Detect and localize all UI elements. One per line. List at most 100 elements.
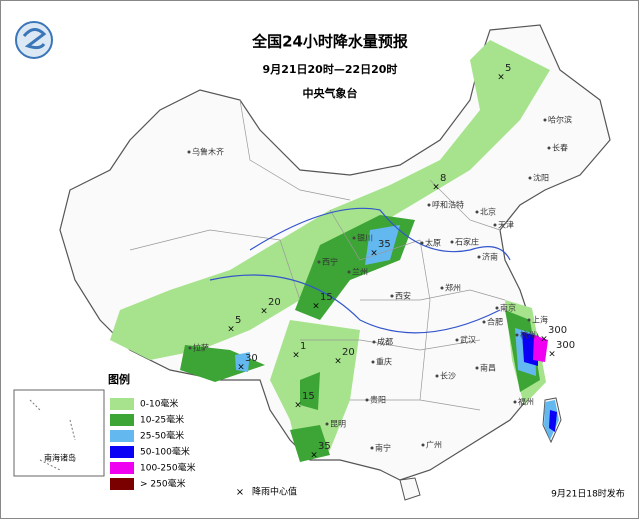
title: 全国24小时降水量预报: [251, 33, 408, 51]
center-value: 300: [548, 325, 567, 336]
border: [129, 99, 506, 411]
city-dot: [513, 400, 517, 404]
city-dot: [477, 255, 481, 259]
city-label: 拉萨: [193, 343, 209, 353]
center-value: 30: [245, 353, 258, 364]
city-label: 哈尔滨: [548, 115, 572, 125]
center-x: ×: [312, 302, 320, 312]
city-label: 南昌: [480, 363, 496, 373]
city-label: 石家庄: [455, 237, 479, 247]
city-dot: [187, 150, 191, 154]
center-value: 1: [300, 341, 306, 352]
center-x: ×: [370, 249, 378, 259]
city-dot: [325, 422, 329, 426]
city-label: 济南: [482, 252, 498, 262]
legend-label: 25-50毫米: [140, 430, 184, 442]
center-x: ×: [260, 307, 268, 317]
province-borders: [129, 99, 511, 411]
inset-lines: [29, 399, 76, 471]
legend-label: 50-100毫米: [140, 446, 190, 458]
city-label: 西宁: [322, 257, 338, 267]
city-dot: [371, 360, 375, 364]
city-dot: [482, 320, 486, 324]
city-dot: [347, 270, 351, 274]
legend-swatch: [110, 414, 134, 426]
issuer: 中央气象台: [303, 86, 358, 100]
city-dot: [515, 333, 519, 337]
city-label: 福州: [518, 398, 534, 407]
city-label: 上海: [532, 315, 548, 325]
legend-title: 图例: [108, 372, 130, 386]
city-dot: [365, 398, 369, 402]
center-x: ×: [334, 357, 342, 367]
legend-swatch: [110, 462, 134, 474]
city-label: 长春: [552, 143, 568, 153]
city-dot: [317, 260, 321, 264]
city-label: 银川: [357, 233, 373, 243]
center-value: 5: [505, 63, 511, 74]
legend-label: > 250毫米: [140, 478, 186, 490]
city-label: 武汉: [460, 335, 476, 345]
city-dot: [352, 236, 356, 240]
zone-mid: [180, 215, 540, 462]
city-label: 广州: [426, 440, 442, 450]
center-value: 20: [342, 347, 355, 358]
city-label: 沈阳: [533, 173, 549, 183]
city-dot: [440, 286, 444, 290]
center-value: 15: [302, 391, 315, 402]
city-dot: [427, 203, 431, 207]
city-label: 杭州: [520, 330, 536, 340]
center-value: 35: [318, 441, 331, 452]
legend-swatch: [110, 398, 134, 410]
city-label: 长沙: [440, 371, 456, 381]
center-value: 15: [320, 292, 333, 303]
subtitle: 9月21日20时—22日20时: [263, 62, 398, 76]
legend-swatch: [110, 478, 134, 490]
center-x: ×: [227, 325, 235, 335]
city-dot: [527, 318, 531, 322]
legend-swatch: [110, 446, 134, 458]
city-dot: [421, 443, 425, 447]
city-dot: [547, 146, 551, 150]
legend-label: 0-10毫米: [140, 398, 178, 410]
city-label: 郑州: [445, 283, 461, 293]
center-x: ×: [540, 335, 548, 345]
city-dot: [475, 366, 479, 370]
legend-label: 10-25毫米: [140, 414, 184, 426]
logo-mark: [22, 28, 47, 50]
city-label: 合肥: [487, 317, 503, 327]
city-dot: [475, 210, 479, 214]
legend-swatch: [110, 430, 134, 442]
city-label: 昆明: [330, 420, 346, 429]
city-dot: [543, 118, 547, 122]
city-label: 呼和浩特: [432, 200, 464, 210]
city-dot: [370, 446, 374, 450]
legend-label: 100-250毫米: [140, 462, 196, 474]
city-label: 兰州: [352, 267, 368, 277]
center-x: ×: [237, 363, 245, 373]
center-value: 5: [235, 315, 241, 326]
center-symbol: ×: [236, 487, 244, 498]
city-label: 南京: [500, 303, 516, 313]
zone-light: [270, 300, 546, 462]
city-label: 北京: [480, 207, 496, 217]
river: [209, 274, 501, 334]
inset-box: [13, 389, 105, 477]
city-label: 成都: [377, 337, 393, 347]
center-x: ×: [294, 401, 302, 411]
city-dot: [420, 241, 424, 245]
city-label: 乌鲁木齐: [192, 147, 224, 157]
footer: 9月21日18时发布: [551, 488, 625, 500]
city-dot: [495, 306, 499, 310]
city-label: 南宁: [375, 443, 391, 453]
center-x: ×: [497, 73, 505, 83]
center-x: ×: [548, 350, 556, 360]
city-dot: [528, 176, 532, 180]
inset-label: 南海诸岛: [44, 453, 76, 463]
city-label: 太原: [425, 238, 441, 248]
river: [249, 207, 511, 261]
city-label: 天津: [498, 220, 514, 230]
city-label: 重庆: [376, 357, 392, 367]
zone-heavy-storm: [533, 335, 548, 362]
